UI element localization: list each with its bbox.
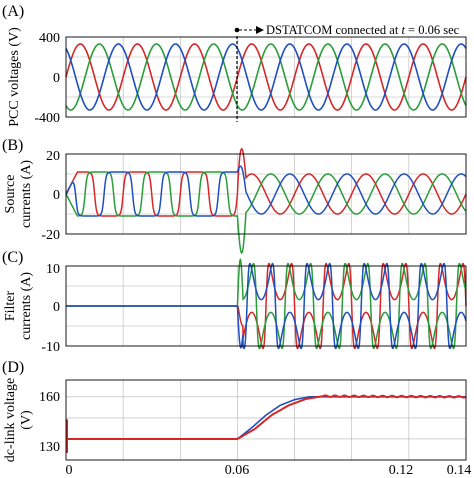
x-tick-0.06: 0.06 — [225, 463, 250, 478]
panel-c-ytick-minus10: -10 — [41, 340, 60, 355]
source-current-phase-c — [65, 165, 467, 217]
x-tick-0.14: 0.14 — [447, 463, 472, 478]
panel-d-frame — [65, 379, 467, 461]
dc-link-actual-line — [66, 394, 467, 440]
panel-b-letter: (B) — [2, 137, 23, 154]
panel-b-ytick-0: 0 — [53, 188, 60, 203]
panel-c-ytick-10: 10 — [46, 262, 60, 277]
panel-a-ytick-400: 400 — [39, 31, 60, 46]
panel-a-annotation-arrowhead — [256, 26, 264, 34]
source-current-phase-b — [65, 171, 467, 254]
panel-a-annotation-dot — [234, 27, 240, 33]
pcc-voltage-phase-b — [65, 43, 467, 111]
panel-c: (C) 10 0 -10 Filter currents (A) — [2, 249, 467, 355]
panel-d-ylabel-line2: (V) — [19, 410, 34, 430]
panel-c-ylabel-line1: Filter — [3, 291, 18, 322]
panel-d-letter: (D) — [2, 359, 24, 376]
panel-b-ylabel-line2: currents (A) — [19, 160, 34, 228]
panel-a-ytick-minus400: -400 — [34, 111, 60, 126]
pcc-voltage-phase-a — [65, 43, 467, 111]
filter-current-phase-c — [66, 262, 467, 350]
panel-b-ylabel-line1: Source — [3, 175, 18, 214]
panel-a-ylabel: PCC voltages (V) — [7, 27, 22, 127]
panel-a: (A) 400 0 -400 PCC voltages (V) DSTATCOM… — [2, 3, 467, 127]
panel-a-frame — [65, 36, 467, 118]
panel-b-ytick-20: 20 — [46, 149, 60, 164]
panel-b-ytick-minus20: -20 — [41, 228, 60, 243]
panel-d: (D) 160 130 dc-link voltage (V) 0 0.06 0… — [2, 359, 471, 478]
panel-c-series — [66, 257, 467, 350]
x-tick-0.12: 0.12 — [389, 463, 414, 478]
panel-a-letter: (A) — [2, 3, 24, 20]
panel-a-ytick-0: 0 — [53, 71, 60, 86]
panel-d-ytick-160: 160 — [39, 390, 60, 405]
panel-c-ytick-0: 0 — [53, 300, 60, 315]
panel-b-series — [65, 147, 467, 254]
panel-a-annotation-text: DSTATCOM connected at t = 0.06 sec — [266, 23, 460, 37]
panel-d-ylabel-line1: dc-link voltage — [3, 378, 18, 462]
panel-a-annotation: DSTATCOM connected at t = 0.06 sec — [234, 23, 460, 122]
x-tick-0: 0 — [66, 463, 73, 478]
panel-d-series — [66, 394, 467, 453]
panel-a-series — [65, 43, 467, 111]
source-current-phase-a — [65, 147, 467, 217]
panel-c-ylabel-line2: currents (A) — [19, 272, 34, 340]
panel-c-letter: (C) — [2, 249, 23, 266]
pcc-voltage-phase-c — [65, 43, 467, 111]
panel-c-frame — [65, 265, 467, 347]
panel-b: (B) 20 0 -20 Source currents (A) — [2, 137, 467, 254]
panel-d-ytick-130: 130 — [39, 440, 60, 455]
panel-b-frame — [65, 153, 467, 235]
